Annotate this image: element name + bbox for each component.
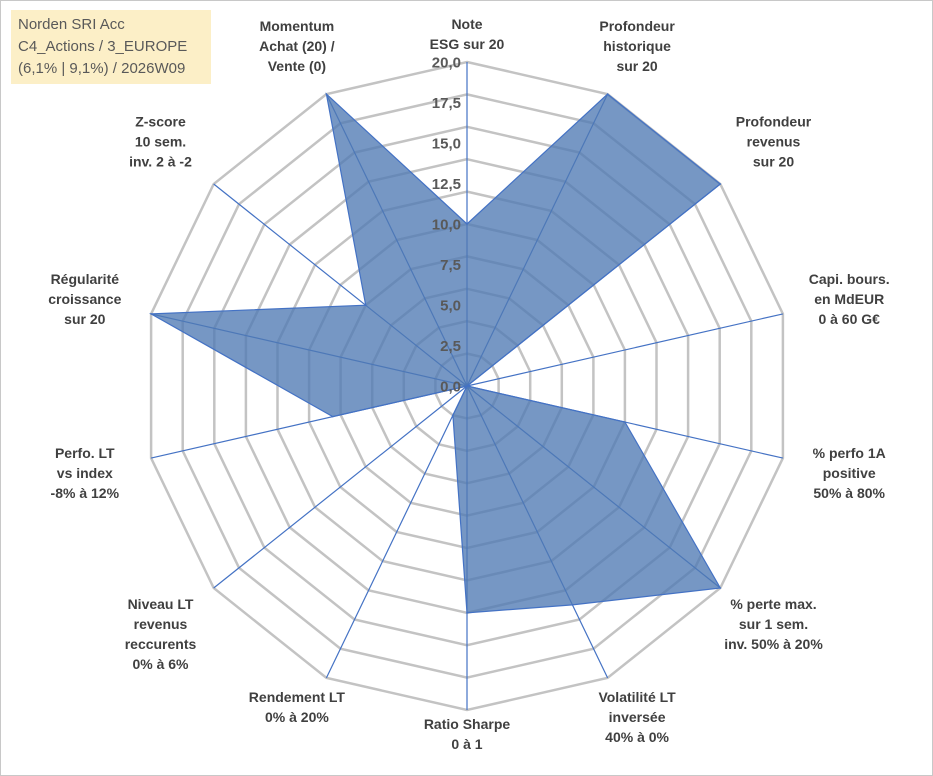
axis-label: Régularité croissance sur 20 [48,271,121,327]
radar-series [148,92,722,614]
axis-label-line: revenus [747,134,801,150]
radar-axis-labels: Note ESG sur 20 Profondeur historique sur 20… [48,16,889,752]
tick-label: 0,0 [440,379,461,396]
fund-title-box: Norden SRI Acc C4_Actions / 3_EUROPE (6,… [11,10,211,84]
axis-label-line: Vente (0) [268,58,326,74]
tick-label: 2,5 [440,338,461,355]
axis-label-line: % perfo 1A [813,445,886,461]
axis-label: Niveau LT revenus reccurents 0% à 6% [125,596,197,672]
axis-label-line: vs index [57,465,113,481]
axis-label-line: sur 20 [616,58,657,74]
axis-label-line: Capi. bours. [809,271,890,287]
axis-label: Profondeur historique sur 20 [599,18,675,74]
tick-label: 15,0 [432,136,461,153]
data-point [466,223,468,225]
axis-label-line: 40% à 0% [605,729,669,745]
axis-label-line: Profondeur [599,18,675,34]
tick-label: 7,5 [440,257,461,274]
fund-performance-period: (6,1% | 9,1%) / 2026W09 [18,60,186,77]
axis-label-line: Achat (20) / [259,38,335,54]
axis-label-line: revenus [134,616,188,632]
axis-label-line: sur 20 [753,154,794,170]
axis-label-line: Niveau LT [128,596,194,612]
axis-label-line: % perte max. [730,596,816,612]
axis-label-line: Rendement LT [249,689,346,705]
axis-label-line: croissance [48,291,121,307]
axis-label-line: 0 à 1 [451,736,482,752]
axis-label-line: 0 à 60 G€ [818,311,880,327]
axis-label: % perfo 1A positive 50% à 80% [813,445,886,501]
axis-label-line: positive [823,465,876,481]
data-point [719,587,722,589]
axis-label: Note ESG sur 20 [430,16,505,52]
axis-label: Z-score 10 sem. inv. 2 à -2 [129,114,192,170]
tick-label: 10,0 [432,217,461,234]
data-point [364,304,367,307]
tick-label: 12,5 [432,176,461,193]
axis-spoke [325,385,468,679]
data-point [466,385,468,387]
axis-label-line: Ratio Sharpe [424,716,511,732]
axis-label-line: 50% à 80% [813,485,885,501]
axis-label-line: inv. 2 à -2 [129,154,192,170]
axis-label-line: Momentum [260,18,335,34]
axis-label: Profondeur revenus sur 20 [736,114,812,170]
axis-label-line: -8% à 12% [51,485,120,501]
data-point [332,415,334,418]
axis-label-line: inversée [609,709,666,725]
tick-label: 5,0 [440,298,461,315]
axis-label-line: Z-score [135,114,186,130]
axis-label-line: inv. 50% à 20% [724,636,823,652]
axis-label-line: sur 1 sem. [739,616,808,632]
tick-label: 17,5 [432,95,461,112]
axis-spoke [213,385,468,589]
data-point [571,604,574,606]
axis-spoke [466,313,784,387]
series-area [148,92,722,614]
axis-label: Momentum Achat (20) / Vente (0) [259,18,335,74]
axis-label-line: Volatilité LT [598,689,676,705]
axis-label: Ratio Sharpe 0 à 1 [424,716,511,752]
tick-label: 20,0 [432,55,461,72]
axis-label: % perte max. sur 1 sem. inv. 50% à 20% [724,596,823,652]
axis-label-line: en MdEUR [814,291,884,307]
data-point [624,421,626,423]
axis-label: Volatilité LT inversée 40% à 0% [598,689,676,745]
axis-label-line: 0% à 20% [265,709,329,725]
axis-label: Rendement LT 0% à 20% [249,689,346,725]
axis-label-line: ESG sur 20 [430,36,505,52]
data-point [325,93,328,95]
axis-label-line: 0% à 6% [132,656,189,672]
data-point [719,183,722,185]
axis-label-line: 10 sem. [135,134,186,150]
axis-label: Perfo. LT vs index -8% à 12% [51,445,120,501]
data-point [606,93,609,95]
radar-tick-labels: 0,0 2,5 5,0 7,5 10,0 12,5 15,0 17,5 20,0 [432,55,461,396]
data-point [466,612,468,614]
axis-label-line: Profondeur [736,114,812,130]
data-point [150,313,152,315]
data-point [452,414,454,417]
axis-label-line: historique [603,38,671,54]
axis-label: Capi. bours. en MdEUR 0 à 60 G€ [809,271,890,327]
fund-category: C4_Actions / 3_EUROPE [18,38,188,55]
axis-label-line: Note [451,16,482,32]
fund-name: Norden SRI Acc [18,16,125,33]
axis-label-line: reccurents [125,636,197,652]
axis-label-line: sur 20 [64,311,105,327]
axis-label-line: Régularité [51,271,120,287]
axis-label-line: Perfo. LT [55,445,115,461]
